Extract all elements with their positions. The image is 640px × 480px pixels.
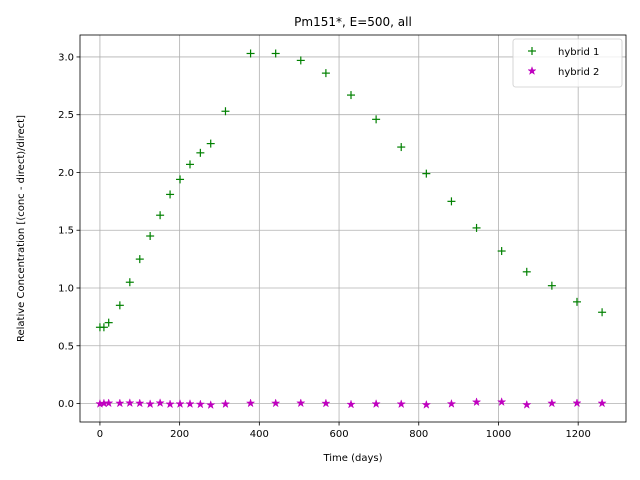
series-2-point [175, 398, 185, 409]
x-tick-label: 800 [409, 429, 428, 440]
series-1-point [547, 281, 556, 290]
series-2-point [471, 397, 482, 407]
series-2-point [205, 400, 216, 410]
legend-marker [528, 47, 536, 55]
series-2-point [597, 398, 607, 408]
series-1-point [271, 49, 280, 58]
legend-marker [527, 65, 537, 76]
series-1-point [156, 211, 165, 220]
series-2 [95, 396, 607, 410]
series-1-point [472, 223, 481, 232]
series-1-point [166, 190, 175, 199]
series-1-point [372, 115, 381, 124]
y-tick-label: 1.0 [58, 283, 74, 294]
legend-box [512, 38, 623, 88]
series-2-point [155, 398, 165, 408]
series-1-point [115, 301, 124, 310]
x-tick-label: 1200 [565, 429, 590, 440]
series-1-point [422, 169, 431, 178]
series-2-point [521, 399, 532, 409]
series-2-point [572, 398, 582, 408]
series-1-point [572, 297, 581, 306]
y-tick-label: 0.0 [58, 399, 74, 410]
y-tick-label: 0.5 [58, 341, 74, 352]
series-2-point [135, 398, 145, 408]
x-axis-label: Time (days) [322, 453, 382, 464]
series-2-point [220, 399, 231, 409]
ticks: 0 200 400 600 800 1000 1200 0.0 0.5 1.0 1.5 2.0 2.5 3… [58, 52, 591, 440]
series-1-point [246, 49, 255, 58]
series-2-point [321, 398, 331, 408]
x-tick-label: 0 [97, 429, 103, 440]
series-1-point [221, 107, 230, 116]
series-1-point [321, 69, 330, 78]
series-2-point [421, 399, 432, 409]
series-1-point [522, 267, 531, 276]
x-tick-label: 400 [250, 429, 269, 440]
series-1-point [196, 148, 205, 157]
legend-label: hybrid 1 [558, 47, 599, 58]
y-tick-label: 3.0 [58, 52, 74, 63]
chart-title: Pm151*, E=500, all [294, 15, 412, 29]
series-1-point [104, 318, 113, 327]
series-1-point [347, 91, 356, 100]
series-2-point [270, 398, 281, 408]
axes-frame [79, 34, 627, 423]
x-tick-label: 1000 [486, 429, 511, 440]
series-1 [95, 49, 607, 332]
x-tick-label: 600 [330, 429, 349, 440]
series-2-point [185, 398, 195, 409]
series-1-point [206, 139, 215, 148]
series-1-point [296, 56, 305, 65]
series-2-point [346, 399, 356, 409]
series-1-point [176, 175, 185, 184]
series-2-point [296, 398, 306, 408]
series-1-point [497, 247, 506, 256]
series-2-point [547, 398, 557, 408]
legend: hybrid 1 hybrid 2 [512, 38, 623, 88]
series-1-point [135, 255, 144, 264]
x-tick-label: 200 [170, 429, 189, 440]
y-tick-label: 1.5 [58, 226, 74, 237]
series-1-point [146, 232, 155, 241]
series-1-point [185, 160, 194, 169]
series-2-point [165, 399, 175, 409]
legend-label: hybrid 2 [558, 67, 599, 78]
y-axis-label: Relative Concentration [(conc - direct)/… [16, 115, 27, 342]
series-2-point [115, 398, 125, 408]
data-series [95, 49, 607, 410]
series-1-point [447, 197, 456, 206]
y-tick-label: 2.5 [58, 110, 74, 121]
series-2-point [496, 396, 507, 407]
series-2-point [245, 398, 256, 408]
series-1-point [99, 323, 108, 332]
series-2-point [371, 398, 381, 409]
series-2-point [446, 398, 457, 408]
series-2-point [103, 398, 114, 408]
series-2-point [396, 399, 406, 409]
series-1-point [598, 308, 607, 317]
series-2-point [195, 399, 206, 409]
series-2-point [125, 398, 135, 408]
series-2-point [145, 399, 155, 409]
series-1-point [125, 278, 134, 287]
series-1-point [397, 143, 406, 152]
y-tick-label: 2.0 [58, 168, 74, 179]
